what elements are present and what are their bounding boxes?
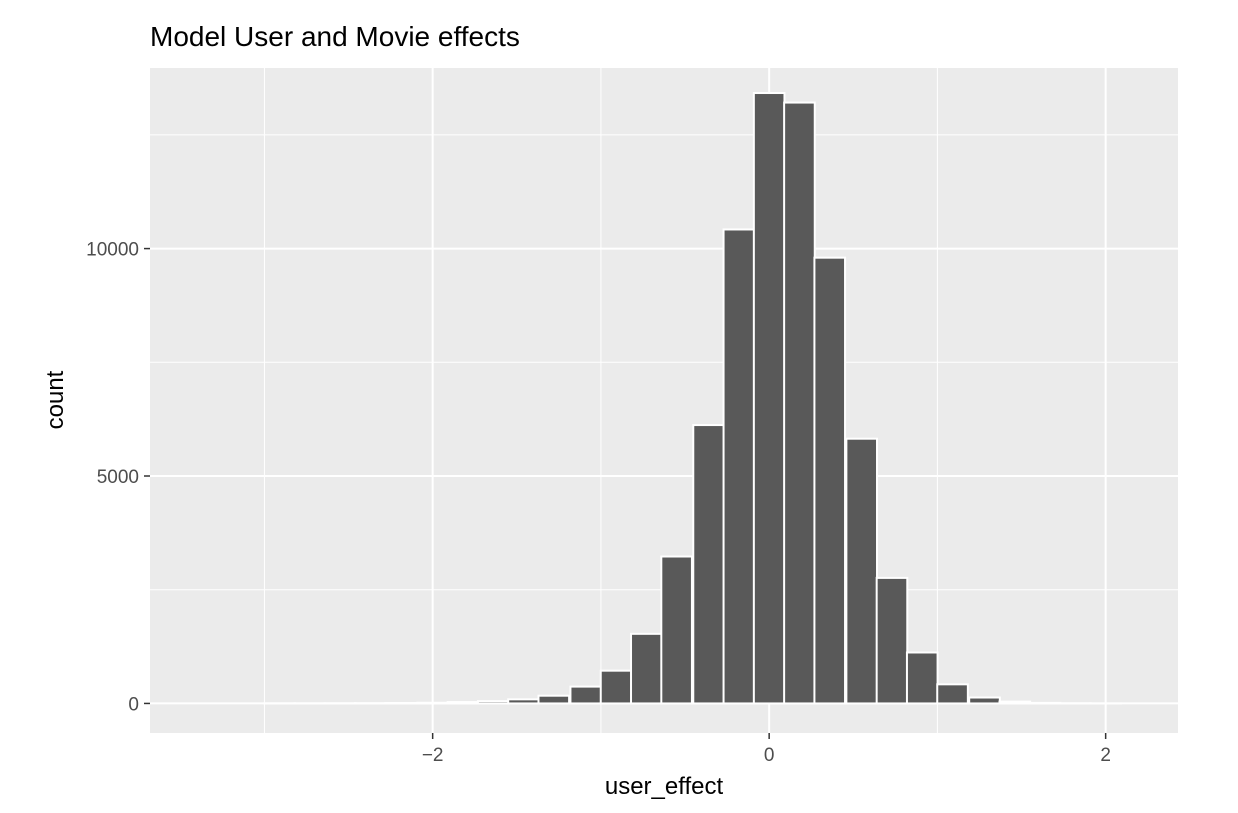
histogram-bar <box>998 700 1032 705</box>
histogram-bar <box>968 696 1001 705</box>
histogram-bar <box>875 576 909 705</box>
histogram-bar <box>845 437 879 705</box>
histogram-bar <box>630 632 663 705</box>
x-tick-label: 0 <box>764 745 775 766</box>
histogram-bar <box>537 694 571 705</box>
histogram-bar <box>936 683 969 705</box>
histogram-bars <box>263 92 1122 705</box>
histogram-bar <box>476 700 510 705</box>
chart-title: Model User and Movie effects <box>150 21 520 52</box>
histogram-bar <box>416 701 449 705</box>
histogram-bar <box>752 92 786 705</box>
histogram-bar <box>446 701 480 705</box>
histogram-bar <box>1028 701 1062 705</box>
histogram-bar <box>692 424 725 705</box>
y-tick-label: 5000 <box>97 467 139 488</box>
y-axis-title: count <box>42 370 69 429</box>
histogram-bar <box>783 101 816 705</box>
x-tick-label: 2 <box>1100 745 1111 766</box>
y-tick-label: 0 <box>128 694 139 715</box>
minor-gridlines <box>150 68 1178 733</box>
y-axis: 0 5000 10000 <box>86 240 150 715</box>
y-tick-label: 10000 <box>86 240 139 261</box>
histogram-bar <box>722 228 756 705</box>
histogram-bar <box>905 651 939 705</box>
x-axis-title: user_effect <box>605 773 724 800</box>
x-axis: −2 0 2 <box>422 733 1111 766</box>
histogram-bar <box>599 669 633 705</box>
histogram-bar <box>569 685 603 705</box>
x-tick-label: −2 <box>422 745 444 766</box>
histogram-bar <box>507 698 540 705</box>
histogram-bar <box>660 555 693 705</box>
histogram-bar <box>813 256 847 705</box>
